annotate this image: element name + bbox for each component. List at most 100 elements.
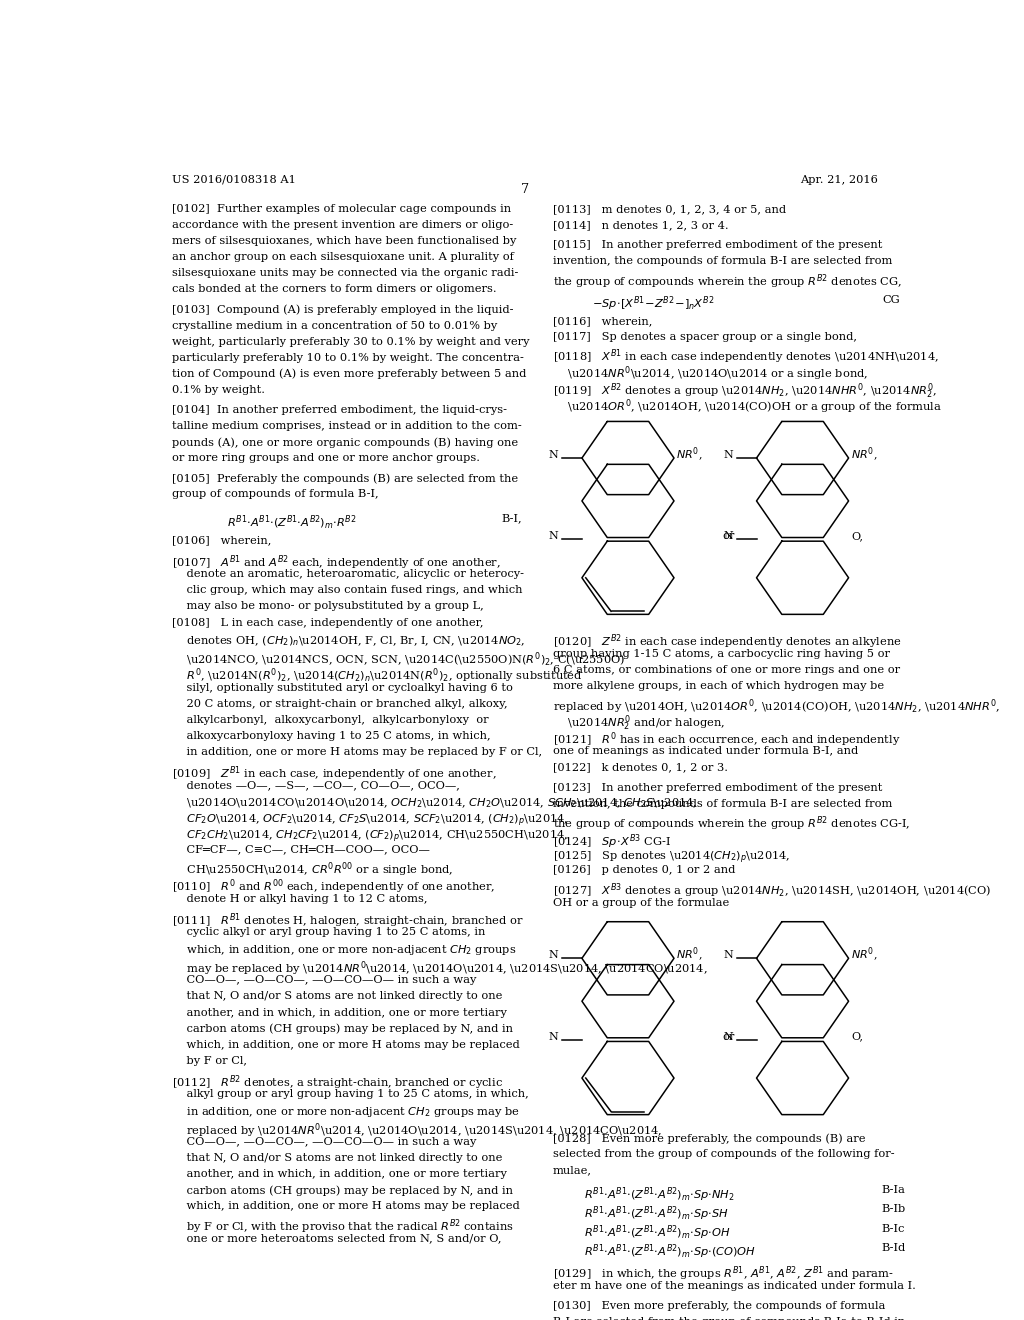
Text: [0114]   n denotes 1, 2, 3 or 4.: [0114] n denotes 1, 2, 3 or 4.	[553, 220, 728, 230]
Text: CO—O—, —O—CO—, —O—CO—O— in such a way: CO—O—, —O—CO—, —O—CO—O— in such a way	[172, 975, 476, 986]
Text: CG: CG	[882, 294, 900, 305]
Text: \u2014NCO, \u2014NCS, OCN, SCN, \u2014C(\u2550O)N$(R^0)_2$, C(\u2550O): \u2014NCO, \u2014NCS, OCN, SCN, \u2014C(…	[172, 651, 625, 669]
Text: 6 C atoms, or combinations of one or more rings and one or: 6 C atoms, or combinations of one or mor…	[553, 665, 900, 675]
Text: by F or Cl, with the proviso that the radical $R^{B2}$ contains: by F or Cl, with the proviso that the ra…	[172, 1217, 513, 1236]
Text: [0110]   $R^0$ and $R^{00}$ each, independently of one another,: [0110] $R^0$ and $R^{00}$ each, independ…	[172, 878, 495, 896]
Text: B-Ib: B-Ib	[882, 1204, 906, 1214]
Text: [0126]   p denotes 0, 1 or 2 and: [0126] p denotes 0, 1 or 2 and	[553, 866, 735, 875]
Text: carbon atoms (CH groups) may be replaced by N, and in: carbon atoms (CH groups) may be replaced…	[172, 1185, 513, 1196]
Text: O,: O,	[851, 531, 863, 541]
Text: B-Ia: B-Ia	[882, 1185, 906, 1196]
Text: eter m have one of the meanings as indicated under formula I.: eter m have one of the meanings as indic…	[553, 1280, 915, 1291]
Text: denotes —O—, —S—, —CO—, CO—O—, OCO—,: denotes —O—, —S—, —CO—, CO—O—, OCO—,	[172, 780, 460, 791]
Text: N: N	[723, 950, 733, 960]
Text: $NR^0$,: $NR^0$,	[677, 946, 702, 965]
Text: [0109]   $Z^{B1}$ in each case, independently of one another,: [0109] $Z^{B1}$ in each case, independen…	[172, 764, 497, 783]
Text: that N, O and/or S atoms are not linked directly to one: that N, O and/or S atoms are not linked …	[172, 991, 502, 1002]
Text: alkoxycarbonyloxy having 1 to 25 C atoms, in which,: alkoxycarbonyloxy having 1 to 25 C atoms…	[172, 731, 490, 741]
Text: $NR^0$,: $NR^0$,	[851, 946, 878, 965]
Text: [0129]   in which, the groups $R^{B1}$, $A^{B1}$, $A^{B2}$, $Z^{B1}$ and param-: [0129] in which, the groups $R^{B1}$, $A…	[553, 1265, 894, 1283]
Text: in addition, one or more non-adjacent $CH_2$ groups may be: in addition, one or more non-adjacent $C…	[172, 1105, 519, 1119]
Text: N: N	[723, 450, 733, 459]
Text: alkylcarbonyl,  alkoxycarbonyl,  alkylcarbonyloxy  or: alkylcarbonyl, alkoxycarbonyl, alkylcarb…	[172, 714, 488, 725]
Text: one or more heteroatoms selected from N, S and/or O,: one or more heteroatoms selected from N,…	[172, 1234, 501, 1243]
Text: Apr. 21, 2016: Apr. 21, 2016	[800, 174, 878, 185]
Text: $CF_2O$\u2014, $OCF_2$\u2014, $CF_2S$\u2014, $SCF_2$\u2014, $(CH_2)_p$\u2014,: $CF_2O$\u2014, $OCF_2$\u2014, $CF_2S$\u2…	[172, 812, 568, 829]
Text: selected from the group of compounds of the following for-: selected from the group of compounds of …	[553, 1150, 894, 1159]
Text: [0121]   $R^0$ has in each occurrence, each and independently: [0121] $R^0$ has in each occurrence, eac…	[553, 730, 900, 748]
Text: [0108]   L in each case, independently of one another,: [0108] L in each case, independently of …	[172, 619, 483, 628]
Text: N: N	[549, 450, 558, 459]
Text: [0115]   In another preferred embodiment of the present: [0115] In another preferred embodiment o…	[553, 240, 882, 251]
Text: 0.1% by weight.: 0.1% by weight.	[172, 385, 264, 395]
Text: [0118]   $X^{B1}$ in each case independently denotes \u2014NH\u2014,: [0118] $X^{B1}$ in each case independent…	[553, 348, 938, 367]
Text: CF═CF—, C≡C—, CH═CH—COO—, OCO—: CF═CF—, C≡C—, CH═CH—COO—, OCO—	[172, 845, 429, 854]
Text: [0117]   Sp denotes a spacer group or a single bond,: [0117] Sp denotes a spacer group or a si…	[553, 331, 856, 342]
Text: weight, particularly preferably 30 to 0.1% by weight and very: weight, particularly preferably 30 to 0.…	[172, 337, 529, 347]
Text: O,: O,	[851, 1031, 863, 1041]
Text: which, in addition, one or more H atoms may be replaced: which, in addition, one or more H atoms …	[172, 1040, 519, 1049]
Text: $R^{B1}$$\cdot$$A^{B1}$$\cdot$$(Z^{B1}$$\cdot$$A^{B2})_m$$\cdot$$Sp$$\cdot$$SH$: $R^{B1}$$\cdot$$A^{B1}$$\cdot$$(Z^{B1}$$…	[585, 1204, 729, 1224]
Text: CO—O—, —O—CO—, —O—CO—O— in such a way: CO—O—, —O—CO—, —O—CO—O— in such a way	[172, 1138, 476, 1147]
Text: $NR^0$,: $NR^0$,	[677, 446, 702, 465]
Text: replaced by \u2014$NR^0$\u2014, \u2014O\u2014, \u2014S\u2014, \u2014CO\u2014,: replaced by \u2014$NR^0$\u2014, \u2014O\…	[172, 1121, 663, 1139]
Text: crystalline medium in a concentration of 50 to 0.01% by: crystalline medium in a concentration of…	[172, 321, 497, 330]
Text: mers of silsesquioxanes, which have been functionalised by: mers of silsesquioxanes, which have been…	[172, 236, 516, 247]
Text: $R^{B1}$$\cdot$$A^{B1}$$\cdot$$(Z^{B1}$$\cdot$$A^{B2})_m$$\cdot$$Sp$$\cdot$$NH_2: $R^{B1}$$\cdot$$A^{B1}$$\cdot$$(Z^{B1}$$…	[585, 1185, 735, 1204]
Text: [0124]   $Sp\!\cdot\!X^{B3}$ CG-I: [0124] $Sp\!\cdot\!X^{B3}$ CG-I	[553, 832, 671, 850]
Text: or: or	[723, 531, 735, 541]
Text: [0116]   wherein,: [0116] wherein,	[553, 315, 652, 326]
Text: [0107]   $A^{B1}$ and $A^{B2}$ each, independently of one another,: [0107] $A^{B1}$ and $A^{B2}$ each, indep…	[172, 553, 501, 572]
Text: mulae,: mulae,	[553, 1166, 592, 1175]
Text: may also be mono- or polysubstituted by a group L,: may also be mono- or polysubstituted by …	[172, 601, 483, 611]
Text: $-Sp\!\cdot\![X^{B1}\!-\!Z^{B2}\!-\!]_n X^{B2}$: $-Sp\!\cdot\![X^{B1}\!-\!Z^{B2}\!-\!]_n …	[592, 294, 715, 313]
Text: $R^{B1}$$\cdot$$A^{B1}$$\cdot$$(Z^{B1}$$\cdot$$A^{B2})_m$$\cdot$$Sp$$\cdot$$OH$: $R^{B1}$$\cdot$$A^{B1}$$\cdot$$(Z^{B1}$$…	[585, 1224, 731, 1242]
Text: one of meanings as indicated under formula B-I, and: one of meanings as indicated under formu…	[553, 747, 858, 756]
Text: which, in addition, one or more H atoms may be replaced: which, in addition, one or more H atoms …	[172, 1201, 519, 1212]
Text: $NR^0$,: $NR^0$,	[851, 446, 878, 465]
Text: in addition, one or more H atoms may be replaced by F or Cl,: in addition, one or more H atoms may be …	[172, 747, 542, 756]
Text: \u2014$OR^0$, \u2014OH, \u2014(CO)OH or a group of the formula: \u2014$OR^0$, \u2014OH, \u2014(CO)OH or …	[553, 397, 942, 416]
Text: talline medium comprises, instead or in addition to the com-: talline medium comprises, instead or in …	[172, 421, 521, 432]
Text: N: N	[549, 1031, 558, 1041]
Text: which, in addition, one or more non-adjacent $CH_2$ groups: which, in addition, one or more non-adja…	[172, 944, 516, 957]
Text: or: or	[723, 1031, 735, 1041]
Text: an anchor group on each silsesquioxane unit. A plurality of: an anchor group on each silsesquioxane u…	[172, 252, 513, 263]
Text: may be replaced by \u2014$NR^0$\u2014, \u2014O\u2014, \u2014S\u2014, \u2014CO\u2: may be replaced by \u2014$NR^0$\u2014, \…	[172, 960, 708, 978]
Text: $R^{B1}$$\cdot$$A^{B1}$$\cdot$$(Z^{B1}$$\cdot$$A^{B2})_m$$\cdot$$Sp$$\cdot$$(CO): $R^{B1}$$\cdot$$A^{B1}$$\cdot$$(Z^{B1}$$…	[585, 1242, 757, 1262]
Text: [0127]   $X^{B3}$ denotes a group \u2014$NH_2$, \u2014SH, \u2014OH, \u2014(CO): [0127] $X^{B3}$ denotes a group \u2014$N…	[553, 882, 991, 900]
Text: CH\u2550CH\u2014, $CR^0R^{00}$ or a single bond,: CH\u2550CH\u2014, $CR^0R^{00}$ or a sing…	[172, 861, 453, 879]
Text: denotes OH, $(CH_2)_n$\u2014OH, F, Cl, Br, I, CN, \u2014$NO_2$,: denotes OH, $(CH_2)_n$\u2014OH, F, Cl, B…	[172, 635, 525, 648]
Text: particularly preferably 10 to 0.1% by weight. The concentra-: particularly preferably 10 to 0.1% by we…	[172, 352, 523, 363]
Text: clic group, which may also contain fused rings, and which: clic group, which may also contain fused…	[172, 585, 522, 595]
Text: [0111]   $R^{B1}$ denotes H, halogen, straight-chain, branched or: [0111] $R^{B1}$ denotes H, halogen, stra…	[172, 911, 523, 929]
Text: tion of Compound (A) is even more preferably between 5 and: tion of Compound (A) is even more prefer…	[172, 368, 526, 379]
Text: by F or Cl,: by F or Cl,	[172, 1056, 247, 1065]
Text: B-I are selected from the group of compounds B-Ia to B-Id in: B-I are selected from the group of compo…	[553, 1317, 905, 1320]
Text: [0112]   $R^{B2}$ denotes, a straight-chain, branched or cyclic: [0112] $R^{B2}$ denotes, a straight-chai…	[172, 1073, 503, 1092]
Text: 7: 7	[521, 182, 528, 195]
Text: OH or a group of the formulae: OH or a group of the formulae	[553, 898, 729, 908]
Text: carbon atoms (CH groups) may be replaced by N, and in: carbon atoms (CH groups) may be replaced…	[172, 1023, 513, 1034]
Text: [0119]   $X^{B2}$ denotes a group \u2014$NH_2$, \u2014$NHR^0$, \u2014$NR^0_2$,: [0119] $X^{B2}$ denotes a group \u2014$N…	[553, 381, 937, 401]
Text: [0120]   $Z^{B2}$ in each case independently denotes an alkylene: [0120] $Z^{B2}$ in each case independent…	[553, 632, 901, 652]
Text: [0104]  In another preferred embodiment, the liquid-crys-: [0104] In another preferred embodiment, …	[172, 405, 507, 414]
Text: \u2014$NR^0$\u2014, \u2014O\u2014 or a single bond,: \u2014$NR^0$\u2014, \u2014O\u2014 or a s…	[553, 364, 867, 383]
Text: alkyl group or aryl group having 1 to 25 C atoms, in which,: alkyl group or aryl group having 1 to 25…	[172, 1089, 528, 1100]
Text: more alkylene groups, in each of which hydrogen may be: more alkylene groups, in each of which h…	[553, 681, 884, 692]
Text: B-I,: B-I,	[501, 513, 521, 524]
Text: the group of compounds wherein the group $R^{B2}$ denotes CG-I,: the group of compounds wherein the group…	[553, 814, 910, 833]
Text: denote H or alkyl having 1 to 12 C atoms,: denote H or alkyl having 1 to 12 C atoms…	[172, 894, 427, 904]
Text: the group of compounds wherein the group $R^{B2}$ denotes CG,: the group of compounds wherein the group…	[553, 272, 902, 290]
Text: group having 1-15 C atoms, a carbocyclic ring having 5 or: group having 1-15 C atoms, a carbocyclic…	[553, 649, 890, 659]
Text: [0130]   Even more preferably, the compounds of formula: [0130] Even more preferably, the compoun…	[553, 1302, 885, 1311]
Text: [0102]  Further examples of molecular cage compounds in: [0102] Further examples of molecular cag…	[172, 205, 511, 214]
Text: another, and in which, in addition, one or more tertiary: another, and in which, in addition, one …	[172, 1007, 507, 1018]
Text: cals bonded at the corners to form dimers or oligomers.: cals bonded at the corners to form dimer…	[172, 284, 497, 294]
Text: B-Id: B-Id	[882, 1242, 906, 1253]
Text: [0113]   m denotes 0, 1, 2, 3, 4 or 5, and: [0113] m denotes 0, 1, 2, 3, 4 or 5, and	[553, 205, 785, 214]
Text: replaced by \u2014OH, \u2014$OR^0$, \u2014(CO)OH, \u2014$NH_2$, \u2014$NHR^0$,: replaced by \u2014OH, \u2014$OR^0$, \u20…	[553, 697, 999, 715]
Text: N: N	[549, 950, 558, 960]
Text: silsesquioxane units may be connected via the organic radi-: silsesquioxane units may be connected vi…	[172, 268, 518, 279]
Text: pounds (A), one or more organic compounds (B) having one: pounds (A), one or more organic compound…	[172, 437, 518, 447]
